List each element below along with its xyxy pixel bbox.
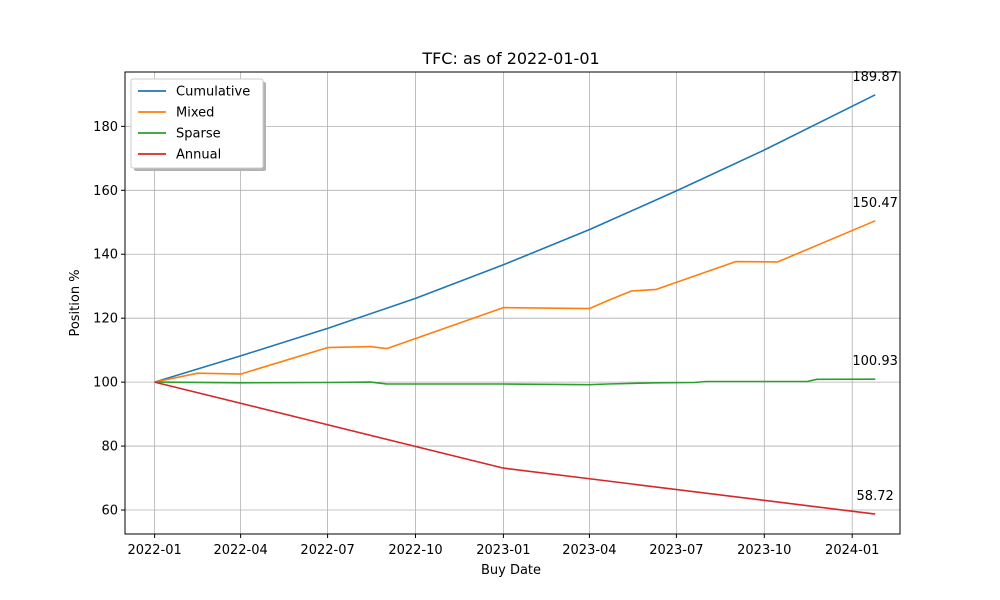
y-tick-label: 140: [93, 248, 118, 263]
legend-box: [130, 78, 264, 169]
end-label-cumulative: 189.87: [852, 70, 898, 85]
x-tick-label: 2023-10: [737, 543, 791, 558]
end-label-mixed: 150.47: [852, 196, 898, 211]
y-tick-label: 100: [93, 376, 118, 391]
series-lines: [154, 94, 876, 515]
x-tick-label: 2022-01: [127, 543, 181, 558]
y-tick-label: 80: [101, 440, 118, 455]
x-tick-label: 2022-10: [388, 543, 442, 558]
x-tick-label: 2023-07: [649, 543, 703, 558]
end-label-sparse: 100.93: [852, 354, 898, 369]
series-line-mixed: [154, 220, 876, 383]
series-line-cumulative: [154, 94, 876, 383]
x-tick-label: 2022-07: [300, 543, 354, 558]
y-tick-label: 120: [93, 312, 118, 327]
x-axis-label: Buy Date: [481, 563, 541, 578]
legend-label-annual: Annual: [176, 148, 221, 163]
x-tick-label: 2023-01: [476, 543, 530, 558]
end-value-labels: 189.87 150.47 100.93 58.72: [852, 70, 898, 504]
y-tick-label: 60: [101, 504, 118, 519]
legend: Cumulative Mixed Sparse Annual: [130, 78, 266, 171]
y-tick-label: 180: [93, 120, 118, 135]
legend-label-sparse: Sparse: [176, 127, 221, 142]
x-tick-label: 2024-01: [825, 543, 879, 558]
x-tick-label: 2023-04: [562, 543, 616, 558]
y-axis-label: Position %: [68, 269, 83, 336]
series-line-annual: [154, 381, 876, 515]
series-line-sparse: [154, 378, 876, 386]
legend-label-cumulative: Cumulative: [176, 85, 250, 100]
x-tick-label: 2022-04: [213, 543, 267, 558]
y-tick-label: 160: [93, 184, 118, 199]
plot-frame: [124, 71, 901, 535]
legend-label-mixed: Mixed: [176, 106, 214, 121]
end-label-annual: 58.72: [857, 489, 894, 504]
chart-title: TFC: as of 2022-01-01: [421, 49, 599, 68]
axis-ticks: 2022-01 2022-04 2022-07 2022-10 2023-01 2023-…: [93, 120, 879, 558]
